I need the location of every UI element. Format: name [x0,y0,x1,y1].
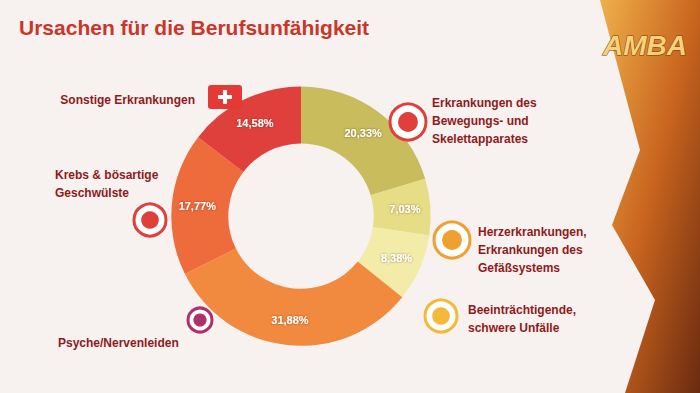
svg-text:17,77%: 17,77% [179,200,217,212]
svg-text:Herzerkrankungen,: Herzerkrankungen, [478,225,587,239]
svg-text:Psyche/Nervenleiden: Psyche/Nervenleiden [58,336,179,350]
svg-text:Bewegungs- und: Bewegungs- und [432,114,529,128]
svg-text:Skelettapparates: Skelettapparates [432,132,528,146]
svg-text:20,33%: 20,33% [344,127,382,139]
svg-text:31,88%: 31,88% [271,314,309,326]
svg-text:schwere Unfälle: schwere Unfälle [468,321,560,335]
svg-text:Geschwülste: Geschwülste [55,186,129,200]
svg-text:7,03%: 7,03% [389,203,420,215]
svg-text:Erkrankungen des: Erkrankungen des [432,96,537,110]
svg-text:14,58%: 14,58% [236,117,274,129]
svg-text:Erkrankungen des: Erkrankungen des [478,243,583,257]
svg-text:AMBA: AMBA [602,30,687,61]
svg-text:8,38%: 8,38% [381,252,412,264]
svg-text:Ursachen für die Berufsunfähig: Ursachen für die Berufsunfähigkeit [19,16,369,39]
svg-text:Krebs & bösartige: Krebs & bösartige [55,168,159,182]
svg-text:Beeinträchtigende,: Beeinträchtigende, [468,303,576,317]
svg-text:Sonstige Erkrankungen: Sonstige Erkrankungen [60,93,195,107]
svg-text:Gefäßsystems: Gefäßsystems [478,261,560,275]
